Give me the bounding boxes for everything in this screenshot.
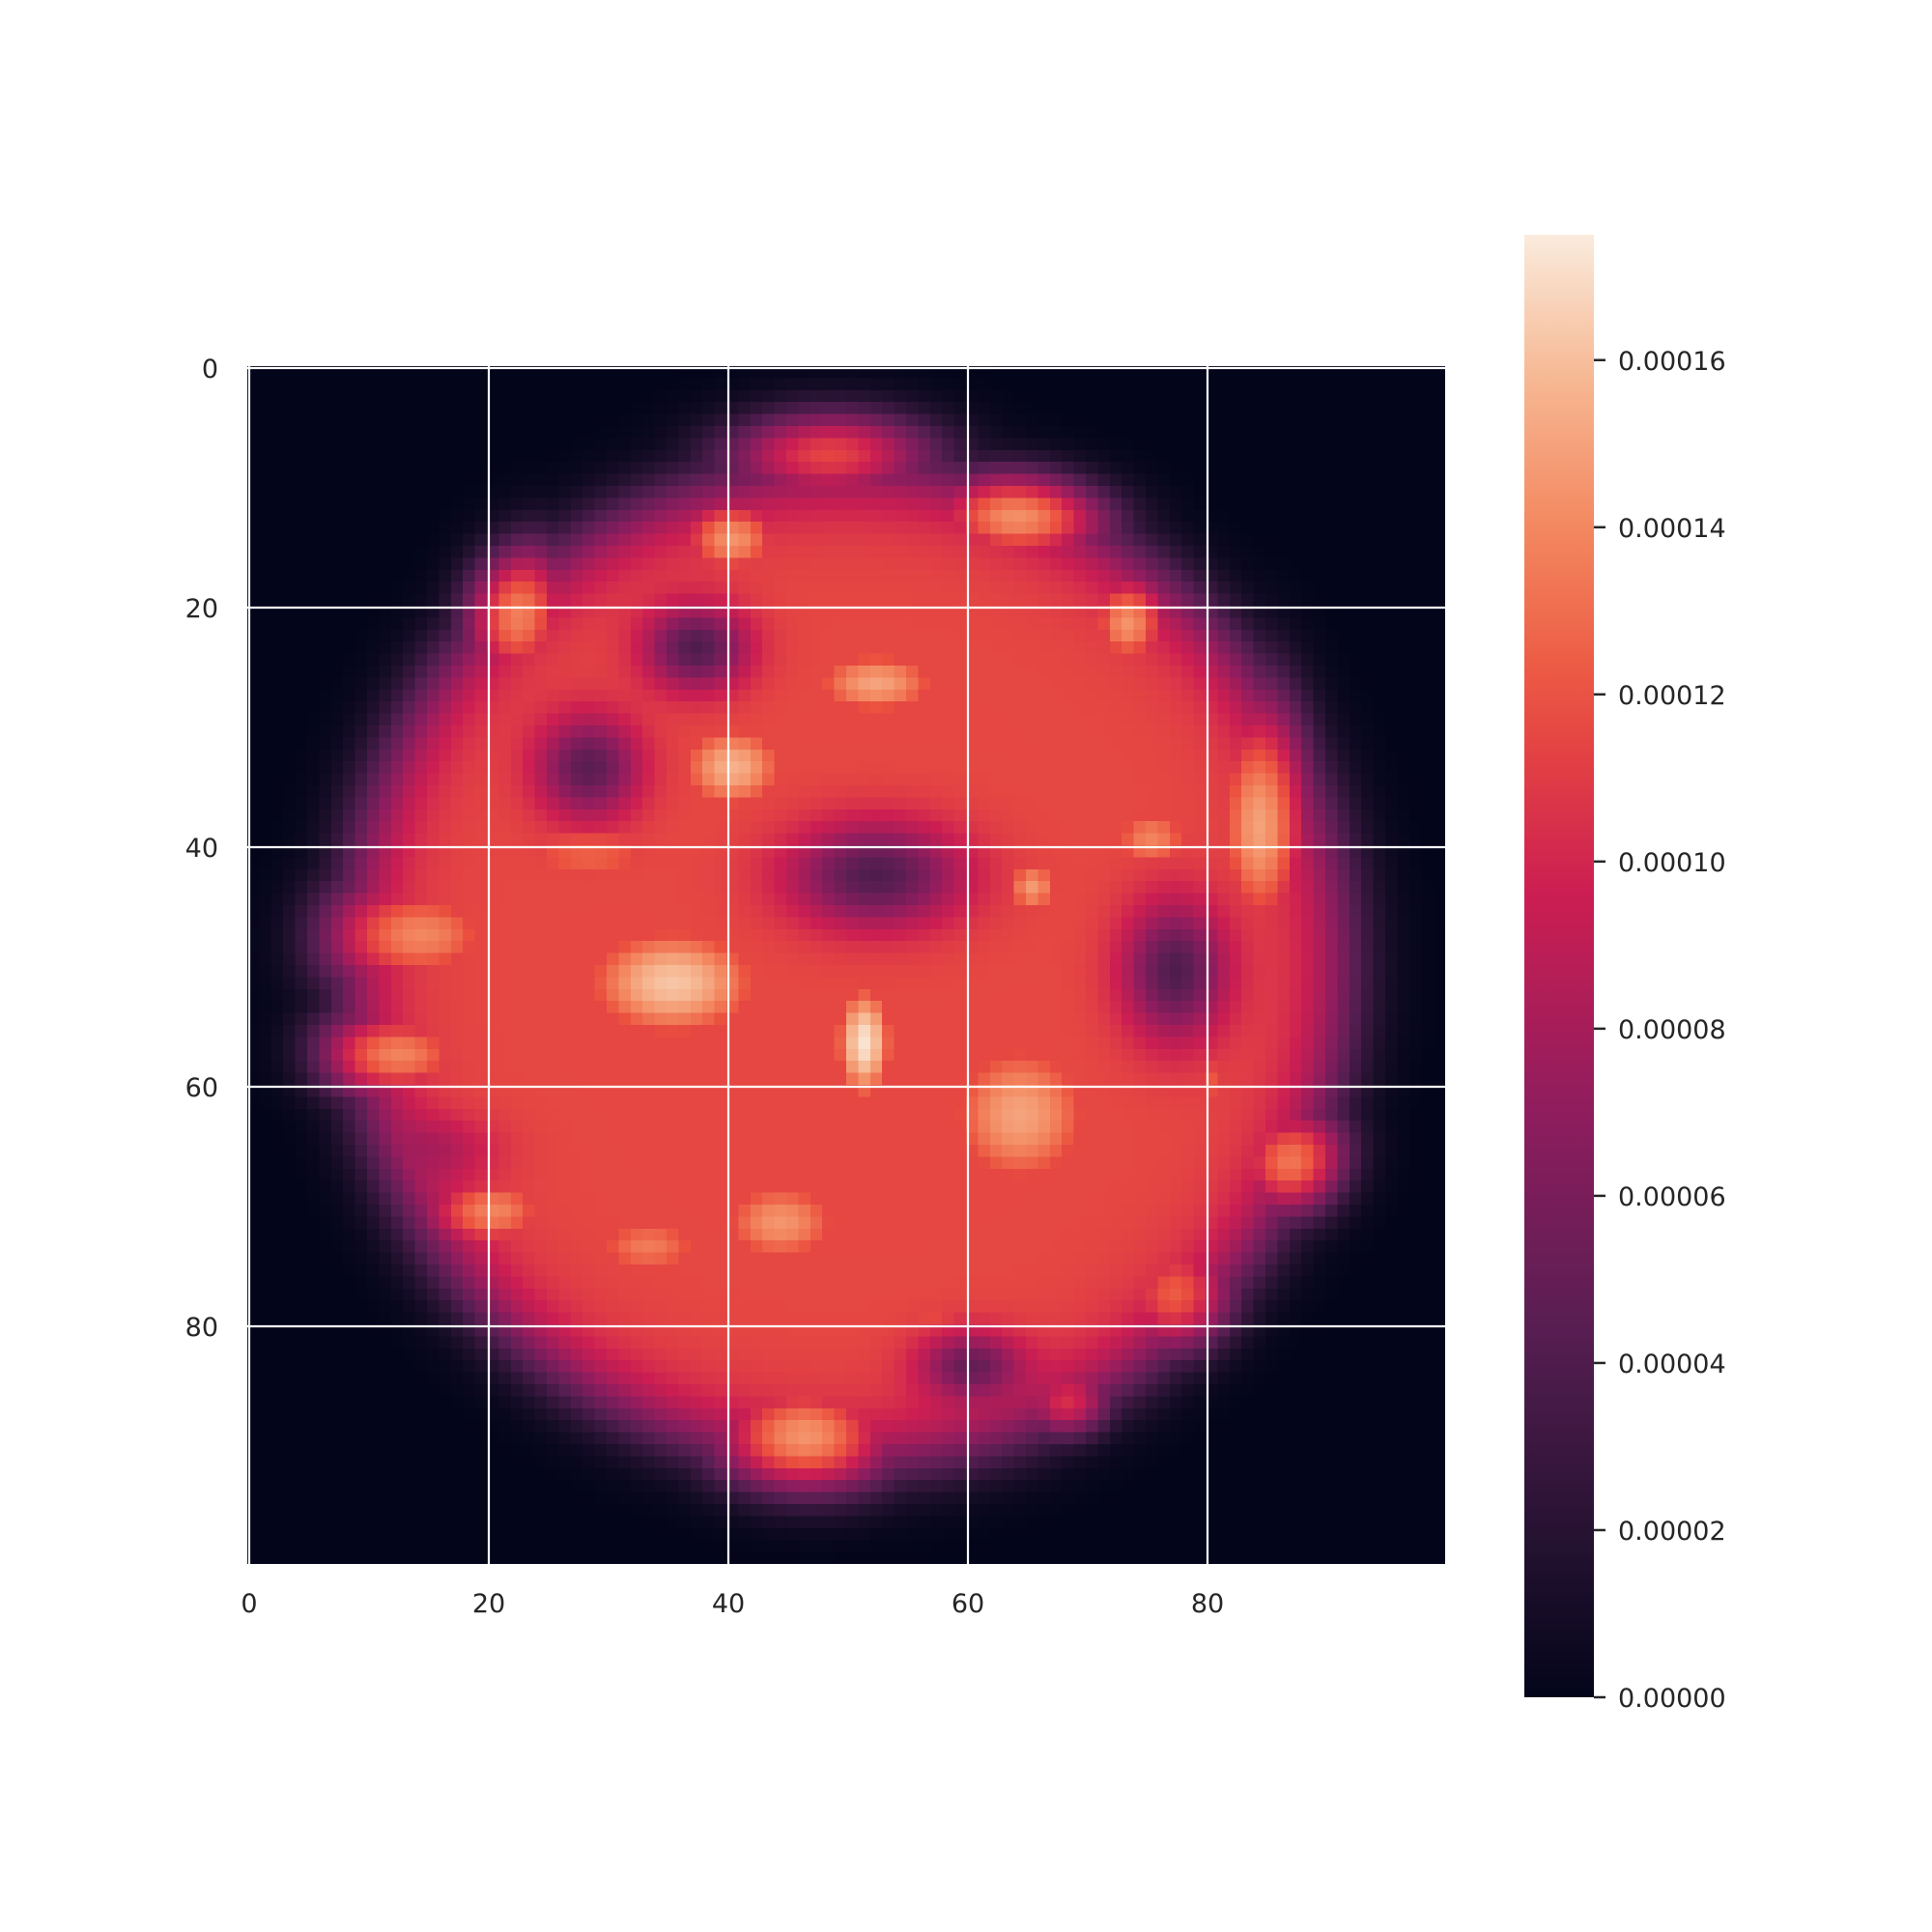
colorbar-tick-label: 0.00014 [1618,514,1726,544]
colorbar-tick-label: 0.00004 [1618,1350,1726,1379]
x-tick-label: 40 [712,1589,745,1619]
colorbar-tick-label: 0.00000 [1618,1684,1726,1714]
x-tick-label: 60 [952,1589,984,1619]
heatmap-image-frame [247,366,1445,1564]
colorbar-tick-label: 0.00012 [1618,681,1726,711]
colorbar-tick-label: 0.00008 [1618,1015,1726,1045]
grid-lines [247,366,1445,1564]
y-tick-label: 60 [185,1073,218,1103]
y-tick-label: 40 [185,834,218,864]
colorbar-tick-label: 0.00016 [1618,347,1726,377]
y-tick-label: 20 [185,594,218,624]
x-tick-label: 80 [1191,1589,1224,1619]
y-tick-label: 0 [202,355,218,384]
x-tick-label: 0 [241,1589,257,1619]
y-tick-label: 80 [185,1313,218,1343]
colorbar-tick-label: 0.00006 [1618,1182,1726,1212]
heatmap-image [247,366,1445,1564]
colorbar-bar [1524,235,1594,1697]
colorbar: 0.00000 0.00002 0.00004 0.00006 0.00008 0.000… [1524,235,1726,1714]
colorbar-ticks: 0.00000 0.00002 0.00004 0.00006 0.00008 0.000… [1594,347,1726,1714]
x-tick-label: 20 [472,1589,505,1619]
plot-area [247,366,1445,1564]
x-axis: 0 20 40 60 80 [241,1589,1224,1619]
y-axis: 0 20 40 60 80 [185,355,218,1343]
colorbar-tick-label: 0.00002 [1618,1517,1726,1547]
colorbar-tick-label: 0.00010 [1618,848,1726,878]
